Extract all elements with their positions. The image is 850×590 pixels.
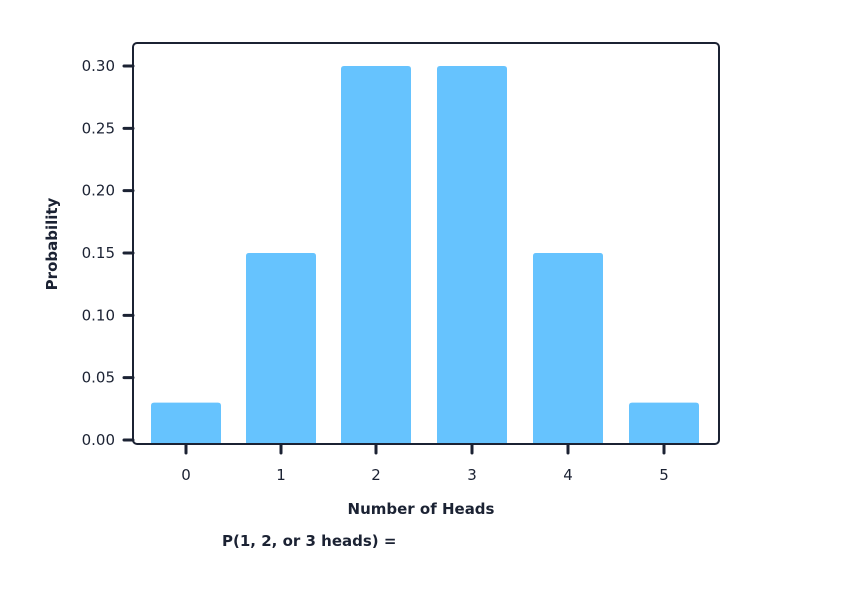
x-tick-label: 1 [276,466,286,484]
x-tick-label: 5 [659,466,669,484]
x-axis-ticks: 0 1 2 3 4 5 [181,443,669,484]
bars-group [151,66,699,444]
bar-3 [437,66,507,444]
probability-question: P(1, 2, or 3 heads) = [222,532,397,550]
y-axis-ticks: 0.00 0.05 0.10 0.15 0.20 0.25 0.30 [82,57,135,449]
y-tick-label: 0.30 [82,57,115,75]
y-tick-label: 0.25 [82,119,115,137]
x-tick-label: 2 [371,466,381,484]
y-tick-label: 0.15 [82,244,115,262]
x-tick-label: 0 [181,466,191,484]
x-tick-label: 3 [467,466,477,484]
y-axis-title: Probability [43,197,61,290]
bar-1 [246,253,316,444]
x-tick-label: 4 [563,466,573,484]
y-tick-label: 0.05 [82,369,115,387]
bar-2 [341,66,411,444]
bar-4 [533,253,603,444]
y-tick-label: 0.10 [82,306,115,324]
plot-frame [132,42,720,445]
bar-0 [151,402,221,444]
y-tick-label: 0.00 [82,431,115,449]
y-tick-label: 0.20 [82,182,115,200]
bar-5 [629,402,699,444]
x-axis-title: Number of Heads [348,500,495,518]
